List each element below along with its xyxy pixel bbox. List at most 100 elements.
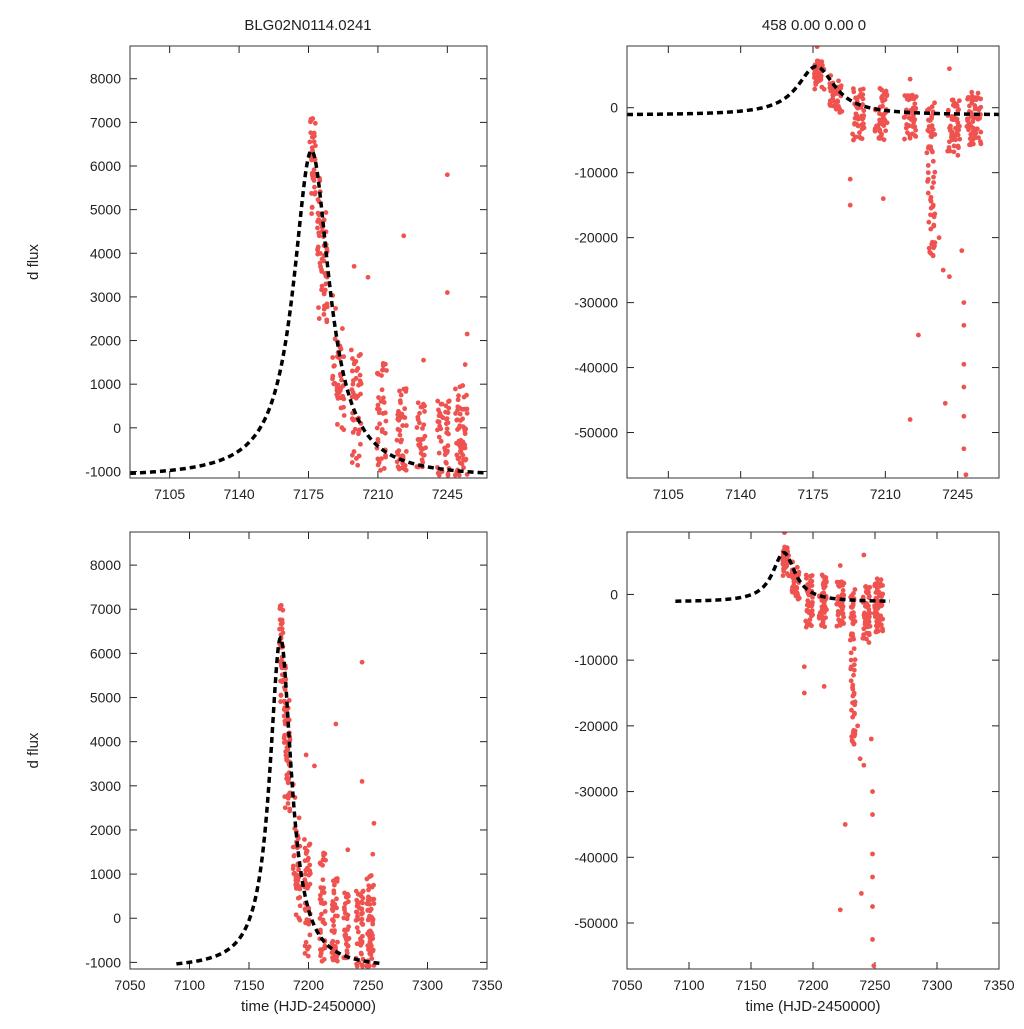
data-point — [840, 587, 846, 593]
data-point — [416, 420, 422, 426]
data-point — [835, 99, 841, 105]
data-point — [283, 676, 289, 682]
data-point — [278, 699, 284, 704]
data-point — [436, 450, 442, 456]
panel-top-right: 7105 7140 7175 7210 7245 -50000 -40000 -30000 -2… — [574, 45, 1000, 502]
data-point — [926, 245, 932, 251]
data-point — [368, 906, 374, 912]
data-point — [864, 630, 870, 636]
data-point — [345, 943, 351, 949]
data-point — [365, 274, 371, 280]
x-tick-label: 7050 — [611, 977, 642, 993]
data-point — [370, 947, 376, 953]
x-tick-label: 7300 — [412, 977, 443, 993]
data-point — [401, 233, 407, 239]
data-point — [319, 911, 324, 917]
data-point — [875, 615, 881, 621]
data-point — [870, 812, 875, 817]
data-point — [877, 622, 883, 628]
model-curve — [176, 635, 383, 966]
data-point — [908, 117, 914, 122]
y-tick-label: -30000 — [574, 784, 618, 800]
data-point — [334, 896, 339, 902]
data-point — [315, 247, 320, 253]
data-point — [925, 127, 931, 133]
data-point — [790, 575, 796, 580]
x-tick-label: 7175 — [293, 486, 324, 502]
data-point — [317, 260, 323, 266]
data-point — [928, 194, 934, 200]
data-point — [925, 163, 931, 168]
data-point — [439, 401, 445, 407]
data-point — [312, 120, 318, 126]
data-point — [382, 430, 388, 436]
y-tick-label: -1000 — [85, 954, 121, 970]
data-point — [344, 894, 350, 900]
data-point — [805, 621, 811, 627]
data-point — [968, 140, 974, 146]
data-point — [968, 124, 974, 129]
x-tick-label: 7245 — [432, 486, 463, 502]
y-axis-title: d flux — [25, 244, 42, 280]
data-point — [342, 901, 348, 906]
data-point — [830, 96, 836, 102]
data-point — [956, 98, 962, 104]
data-point — [951, 143, 957, 149]
data-point — [401, 465, 407, 471]
data-point — [330, 908, 336, 914]
data-point — [278, 603, 284, 608]
data-point — [438, 413, 444, 419]
data-point — [862, 613, 867, 619]
data-point — [358, 899, 364, 905]
data-point — [399, 411, 405, 417]
x-axis-title: time (HJD-2450000) — [745, 998, 880, 1015]
data-point — [850, 682, 856, 688]
data-point — [319, 958, 325, 964]
data-point — [422, 409, 427, 414]
data-point — [309, 157, 314, 163]
data-point — [460, 416, 466, 422]
data-point — [368, 873, 374, 878]
data-point — [859, 136, 865, 142]
y-tick-label: 4000 — [90, 245, 121, 261]
data-point — [291, 853, 297, 859]
data-point — [809, 613, 814, 619]
data-point — [926, 219, 932, 225]
data-point — [402, 406, 408, 412]
data-point — [456, 425, 462, 431]
data-point — [870, 904, 875, 909]
data-point — [321, 311, 327, 317]
data-point — [446, 405, 452, 411]
x-tick-label: 7150 — [233, 977, 264, 993]
data-point — [317, 916, 323, 921]
data-point — [795, 596, 801, 602]
data-point — [336, 390, 342, 396]
data-point — [874, 610, 880, 616]
data-point — [847, 176, 853, 182]
data-point — [349, 460, 355, 465]
data-point — [371, 882, 376, 888]
data-point — [341, 404, 346, 410]
data-point — [855, 723, 861, 729]
data-point — [303, 908, 309, 913]
data-point — [947, 274, 952, 280]
data-point — [318, 264, 323, 270]
data-point — [444, 430, 450, 436]
data-point — [866, 595, 872, 601]
data-point — [359, 920, 365, 926]
x-tick-label: 7200 — [293, 977, 324, 993]
data-point — [928, 226, 934, 232]
data-point — [312, 157, 318, 162]
data-point — [969, 89, 975, 95]
data-point — [350, 381, 356, 387]
data-point — [947, 66, 952, 72]
data-point — [401, 386, 407, 392]
data-point — [320, 877, 326, 883]
data-point — [458, 449, 464, 455]
data-point — [852, 587, 858, 592]
data-point — [283, 752, 289, 758]
data-point — [443, 459, 449, 465]
data-point — [356, 427, 362, 433]
y-tick-label: -1000 — [85, 463, 121, 479]
